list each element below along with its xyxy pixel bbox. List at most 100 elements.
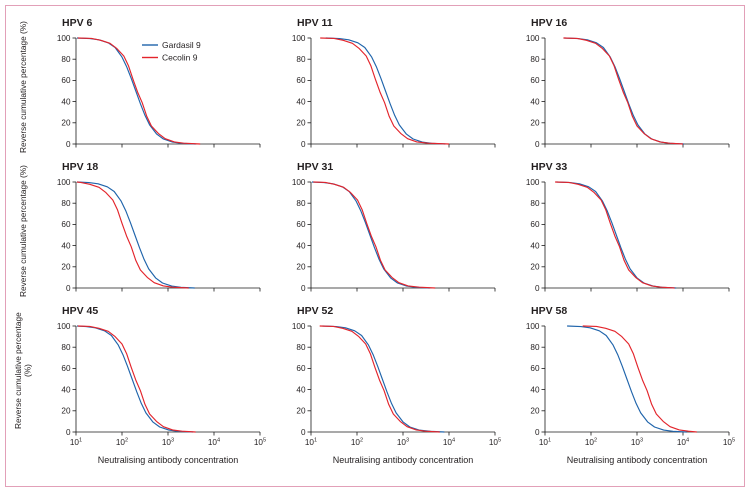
y-tick-label: 40 [296, 241, 306, 250]
series-line-gardasil-9 [322, 325, 445, 433]
x-tick-label: 104 [677, 438, 689, 448]
x-tick-label: 105 [489, 438, 501, 448]
x-tick-label: 105 [254, 438, 266, 448]
y-tick-label: 0 [535, 284, 540, 293]
chart-panel-hpv-31: HPV 31 0 20 40 60 80 100 [291, 161, 496, 293]
chart-panel-hpv-18: HPV 18 0 20 40 60 80 100 [57, 161, 261, 293]
y-tick-label: 20 [531, 119, 541, 128]
y-tick-label: 100 [57, 178, 71, 187]
y-tick-label: 100 [291, 178, 305, 187]
x-tick-label: 103 [162, 438, 174, 448]
panel-title: HPV 16 [531, 17, 567, 29]
series-line-cecolin-9 [319, 325, 440, 433]
y-tick-label: 40 [61, 97, 71, 106]
series-line-cecolin-9 [312, 181, 435, 289]
x-tick-label: 102 [585, 438, 597, 448]
chart-panel-hpv-52: HPV 52 0 20 40 60 80 100 101 102 103 104 105 Neutral… [291, 305, 501, 465]
x-tick-label: 101 [305, 438, 317, 448]
y-tick-label: 60 [61, 76, 71, 85]
series-line-cecolin-9 [77, 37, 201, 145]
y-tick-label: 0 [301, 284, 306, 293]
x-tick-label: 102 [351, 438, 363, 448]
y-tick-label: 80 [531, 199, 541, 208]
y-tick-label: 20 [61, 263, 71, 272]
y-tick-label: 80 [296, 343, 306, 352]
chart-panel-hpv-6: HPV 6 0 20 40 60 80 100 Gardasil 9 Cecolin 9 [57, 17, 261, 149]
y-tick-label: 40 [531, 97, 541, 106]
y-tick-label: 20 [531, 263, 541, 272]
y-tick-label: 20 [296, 119, 306, 128]
x-tick-label: 103 [631, 438, 643, 448]
series-line-cecolin-9 [555, 181, 676, 289]
legend-label: Gardasil 9 [162, 40, 201, 50]
y-tick-label: 40 [61, 385, 71, 394]
panel-title: HPV 33 [531, 161, 567, 173]
y-tick-label: 60 [61, 364, 71, 373]
y-tick-label: 80 [531, 55, 541, 64]
y-tick-label: 80 [531, 343, 541, 352]
y-tick-label: 80 [296, 55, 306, 64]
series-line-gardasil-9 [567, 325, 688, 433]
series-line-cecolin-9 [76, 181, 189, 289]
series-line-gardasil-9 [325, 37, 445, 145]
legend-label: Cecolin 9 [162, 52, 198, 62]
chart-panel-hpv-33: HPV 33 0 20 40 60 80 100 [526, 161, 730, 293]
y-tick-label: 40 [531, 385, 541, 394]
y-tick-label: 100 [291, 322, 305, 331]
y-tick-label: 20 [296, 407, 306, 416]
chart-panel-hpv-45: HPV 45 0 20 40 60 80 100 101 102 103 104 105 Neutral… [57, 305, 266, 465]
y-axis-label: Reverse cumulative percentage (%) [18, 165, 29, 297]
y-tick-label: 100 [291, 34, 305, 43]
x-tick-label: 102 [116, 438, 128, 448]
y-tick-label: 60 [531, 364, 541, 373]
x-axis-label: Neutralising antibody concentration [567, 455, 708, 465]
x-tick-label: 105 [723, 438, 735, 448]
series-line-gardasil-9 [76, 325, 194, 433]
series-line-gardasil-9 [556, 181, 677, 289]
x-axis-label: Neutralising antibody concentration [98, 455, 239, 465]
panel-title: HPV 18 [62, 161, 98, 173]
figure-frame: Reverse cumulative percentage (%) HPV 6 0… [5, 5, 745, 487]
y-tick-label: 0 [66, 284, 71, 293]
series-line-gardasil-9 [76, 181, 195, 289]
chart-panel-hpv-16: HPV 16 0 20 40 60 80 100 [526, 17, 730, 149]
y-tick-label: 60 [531, 220, 541, 229]
chart-panel-hpv-58: HPV 58 0 20 40 60 80 100 101 102 103 104 105 Neutral… [526, 305, 735, 465]
y-tick-label: 0 [66, 428, 71, 437]
panel-title: HPV 31 [297, 161, 333, 173]
panel-title: HPV 6 [62, 17, 93, 29]
y-tick-label: 0 [301, 140, 306, 149]
x-axis-label: Neutralising antibody concentration [332, 455, 473, 465]
y-tick-label: 80 [61, 199, 71, 208]
y-tick-label: 40 [296, 385, 306, 394]
y-tick-label: 20 [296, 263, 306, 272]
y-tick-label: 100 [526, 322, 540, 331]
panel-grid: Reverse cumulative percentage (%) HPV 6 0… [13, 14, 738, 472]
y-tick-label: 80 [296, 199, 306, 208]
y-tick-label: 0 [301, 428, 306, 437]
panel-title: HPV 45 [62, 305, 98, 317]
y-tick-label: 20 [61, 407, 71, 416]
y-tick-label: 60 [296, 364, 306, 373]
chart-panel-hpv-11: HPV 11 0 20 40 60 80 100 [291, 17, 496, 149]
y-tick-label: 40 [296, 97, 306, 106]
y-tick-label: 20 [531, 407, 541, 416]
panel-title: HPV 58 [531, 305, 567, 317]
y-axis-label: Reverse cumulative percentage (%) [13, 312, 33, 430]
panel-title: HPV 11 [297, 17, 333, 29]
y-tick-label: 40 [531, 241, 541, 250]
y-tick-label: 80 [61, 55, 71, 64]
series-line-cecolin-9 [563, 37, 684, 145]
x-tick-label: 104 [443, 438, 455, 448]
x-tick-label: 104 [208, 438, 220, 448]
y-tick-label: 80 [61, 343, 71, 352]
x-tick-label: 101 [70, 438, 82, 448]
y-tick-label: 60 [296, 76, 306, 85]
series-line-cecolin-9 [77, 325, 196, 433]
y-axis-label: Reverse cumulative percentage (%) [18, 21, 29, 153]
panel-title: HPV 52 [297, 305, 333, 317]
y-tick-label: 40 [61, 241, 71, 250]
x-tick-label: 103 [397, 438, 409, 448]
series-line-gardasil-9 [564, 37, 685, 145]
